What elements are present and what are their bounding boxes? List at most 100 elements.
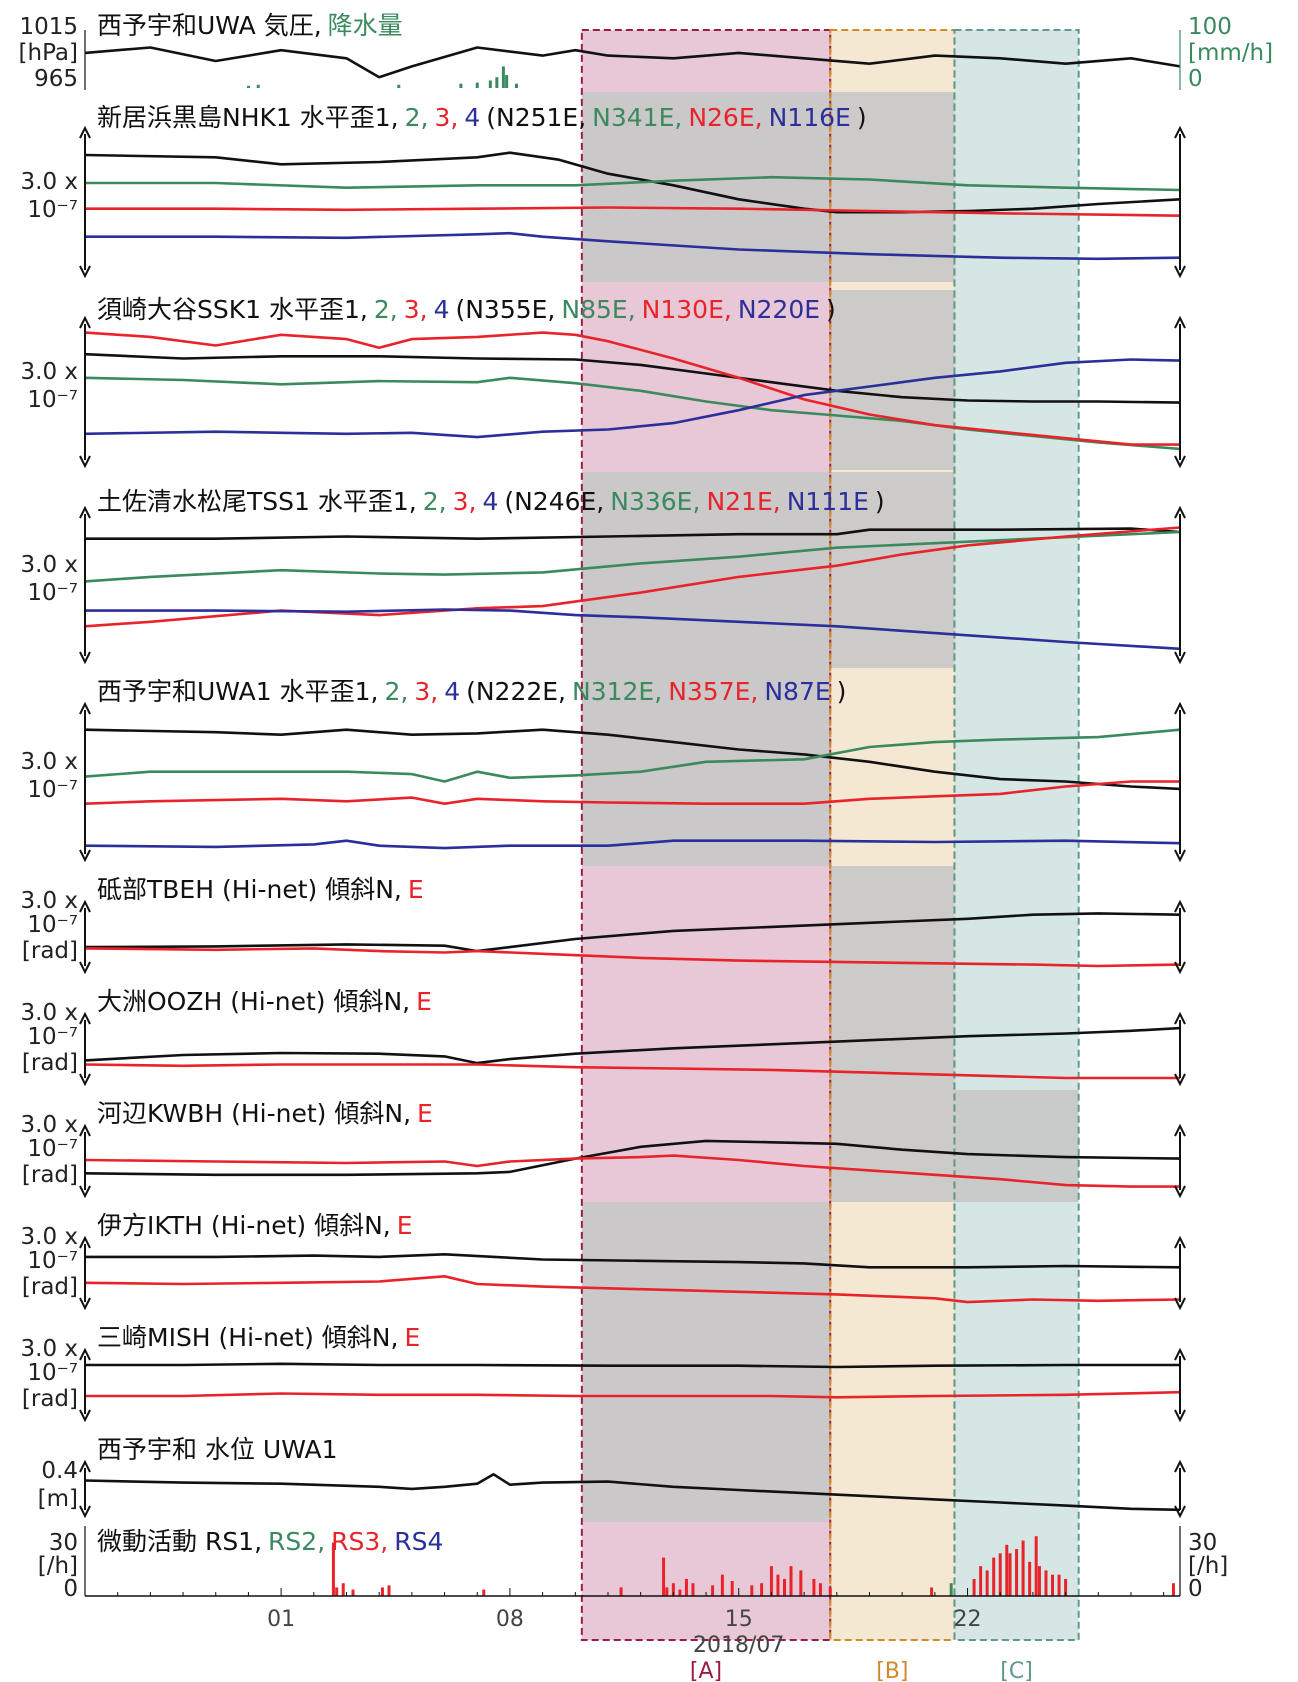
title-part: (N251E, bbox=[486, 103, 586, 132]
bar-RS3 bbox=[691, 1583, 695, 1596]
series-water-水位 bbox=[84, 1473, 1181, 1512]
series-SSK1-1 bbox=[84, 352, 1181, 404]
title-part: 3, bbox=[414, 677, 438, 706]
panel-title-water: 西予宇和 水位 UWA1 bbox=[97, 1435, 338, 1464]
title-part: 4 bbox=[482, 487, 498, 516]
bar-降水量 bbox=[495, 77, 499, 88]
bar-RS3 bbox=[750, 1585, 754, 1596]
title-part: N130E, bbox=[642, 295, 732, 324]
period-label: [B] bbox=[876, 1659, 908, 1682]
title-part: 西予宇和UWA1 水平歪1, bbox=[97, 677, 378, 706]
series-KWBH-E bbox=[84, 1154, 1180, 1188]
bar-RS3 bbox=[1037, 1566, 1041, 1596]
scale-arrow-left-head-bottom bbox=[79, 455, 91, 469]
y-label-right: 30 bbox=[1188, 1530, 1217, 1556]
series-UWA1-2 bbox=[84, 728, 1181, 783]
panel-title-MISH: 三崎MISH (Hi-net) 傾斜N, E bbox=[97, 1323, 420, 1352]
bar-RS3 bbox=[1021, 1540, 1025, 1596]
gray-band-1 bbox=[830, 92, 955, 282]
bar-RS3 bbox=[684, 1578, 688, 1596]
y-label-left: 10⁻⁷ bbox=[27, 1248, 78, 1274]
y-label-left: 10⁻⁷ bbox=[27, 387, 78, 413]
scale-arrow-left-head-bottom bbox=[79, 1505, 91, 1519]
bar-降水量 bbox=[475, 82, 479, 88]
y-label-left: 965 bbox=[34, 66, 78, 92]
title-part: ) bbox=[837, 677, 847, 706]
y-label-left: 0 bbox=[63, 1576, 78, 1602]
title-part: 西予宇和 水位 UWA1 bbox=[97, 1435, 338, 1464]
bar-RS3 bbox=[331, 1542, 335, 1596]
scale-arrow-right-head-bottom bbox=[1174, 265, 1186, 279]
title-part: N26E, bbox=[688, 103, 762, 132]
scale-arrow-left-head-top bbox=[79, 505, 91, 519]
series-MISH-N bbox=[85, 1362, 1180, 1369]
title-part: (N222E, bbox=[466, 677, 566, 706]
title-part: E bbox=[408, 875, 424, 904]
series-OOZH-N bbox=[84, 1026, 1181, 1065]
series-layer bbox=[84, 46, 1181, 1596]
y-label-left: 10⁻⁷ bbox=[27, 777, 78, 803]
scale-arrow-right-head-bottom bbox=[1174, 1505, 1186, 1519]
title-part: 河辺KWBH (Hi-net) 傾斜N, bbox=[97, 1099, 411, 1128]
x-tick-label: 15 bbox=[725, 1607, 753, 1632]
scale-arrow-left-head-top bbox=[79, 1123, 91, 1137]
bar-RS3 bbox=[769, 1566, 773, 1596]
bar-RS3 bbox=[665, 1587, 669, 1596]
title-part: N111E bbox=[787, 487, 869, 516]
panel-title-TSS1: 土佐清水松尾TSS1 水平歪1, 2, 3, 4 (N246E, N336E, N21E, N… bbox=[97, 487, 885, 516]
bar-RS3 bbox=[776, 1574, 780, 1596]
series-NHK1-4 bbox=[85, 231, 1181, 261]
title-part: N87E bbox=[764, 677, 830, 706]
scale-arrow-right-head-top bbox=[1174, 701, 1186, 715]
scale-arrow-left-head-top bbox=[79, 1011, 91, 1025]
y-label-left: [m] bbox=[38, 1486, 78, 1512]
bar-RS3 bbox=[730, 1581, 734, 1596]
title-part: (N246E, bbox=[504, 487, 604, 516]
y-label-right: 0 bbox=[1188, 1576, 1203, 1602]
title-part: 2, bbox=[384, 677, 408, 706]
title-part: ) bbox=[857, 103, 867, 132]
title-part: 2, bbox=[423, 487, 447, 516]
bar-RS3 bbox=[678, 1589, 682, 1596]
scale-arrow-left-head-bottom bbox=[79, 1185, 91, 1199]
series-UWA1-1 bbox=[84, 728, 1181, 791]
y-label-right: 0 bbox=[1188, 66, 1203, 92]
y-label-left: 30 bbox=[49, 1530, 78, 1556]
series-NHK1-3 bbox=[85, 206, 1181, 217]
y-label-left: 10⁻⁷ bbox=[27, 912, 78, 938]
bar-RS3 bbox=[1034, 1536, 1038, 1596]
title-part: 三崎MISH (Hi-net) 傾斜N, bbox=[97, 1323, 398, 1352]
y-label-left: 10⁻⁷ bbox=[27, 1360, 78, 1386]
gray-band-3 bbox=[581, 668, 831, 866]
bar-RS3 bbox=[335, 1587, 339, 1596]
panel-title-pressure: 西予宇和UWA 気圧, 降水量 bbox=[97, 11, 403, 40]
y-label-left: 3.0 x bbox=[21, 552, 79, 578]
scale-arrow-left-head-bottom bbox=[79, 1409, 91, 1423]
bar-RS3 bbox=[985, 1570, 989, 1596]
bar-RS3 bbox=[818, 1583, 822, 1596]
bar-RS3 bbox=[1057, 1574, 1061, 1596]
bar-RS3 bbox=[1044, 1570, 1048, 1596]
x-tick-label: 01 bbox=[267, 1607, 295, 1632]
scale-arrow-right-head-top bbox=[1174, 1459, 1186, 1473]
bar-RS3 bbox=[812, 1578, 816, 1596]
bar-RS3 bbox=[998, 1553, 1002, 1596]
bar-RS3 bbox=[482, 1589, 486, 1596]
title-part: 降水量 bbox=[328, 11, 403, 40]
y-label-left: [rad] bbox=[22, 1050, 78, 1076]
series-SSK1-3 bbox=[84, 331, 1180, 446]
label-layer: 01 08 15 22 2018/07[A] [B] [C] 西予宇和UWA 気圧, 降水量 10… bbox=[19, 11, 1274, 1682]
x-tick-label: 08 bbox=[496, 1607, 524, 1632]
bar-RS3 bbox=[671, 1583, 675, 1596]
x-tick-label: 22 bbox=[954, 1607, 982, 1632]
scale-arrow-right-head-top bbox=[1174, 1347, 1186, 1361]
bar-RS3 bbox=[1064, 1578, 1068, 1596]
scale-arrow-right-head-top bbox=[1174, 125, 1186, 139]
scale-arrow-left-head-bottom bbox=[79, 961, 91, 975]
panel-title-tremor: 微動活動 RS1, RS2, RS3, RS4 bbox=[97, 1527, 443, 1556]
title-part: N220E bbox=[738, 295, 820, 324]
gray-band-8 bbox=[581, 1314, 831, 1426]
scale-arrow-left-head-bottom bbox=[79, 651, 91, 665]
panel-title-NHK1: 新居浜黒島NHK1 水平歪1, 2, 3, 4 (N251E, N341E, N26E, N1… bbox=[97, 103, 867, 132]
title-part: N21E, bbox=[706, 487, 780, 516]
